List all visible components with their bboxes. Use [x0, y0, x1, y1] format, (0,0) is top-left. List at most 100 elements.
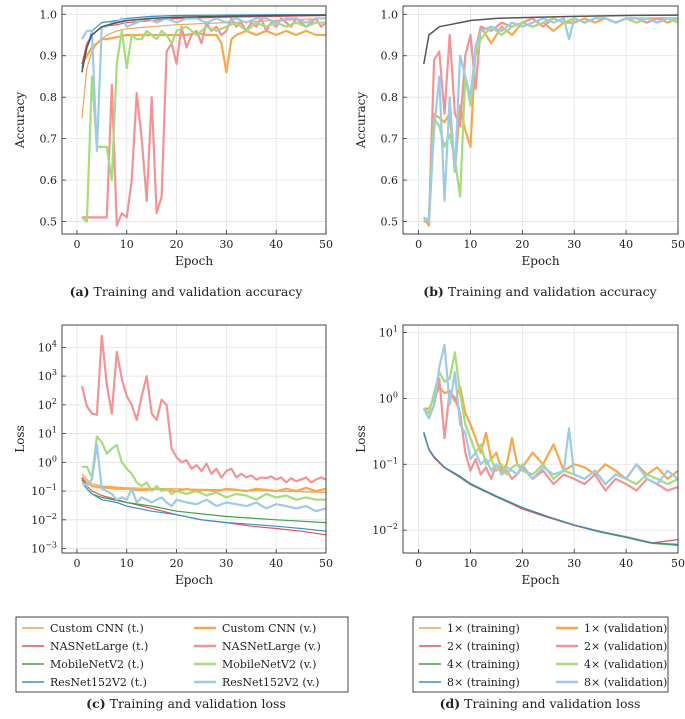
- y-tick-label: 10−2: [31, 512, 57, 527]
- y-axis-label: Accuracy: [13, 92, 27, 149]
- chart-c: 0 10 20 30 40 50 10−3 10−2 10−1 100 101 102 103 104 Ep…: [13, 324, 333, 711]
- x-tick-label: 0: [415, 238, 422, 251]
- plot-frame: [402, 324, 679, 554]
- series-line: [423, 14, 678, 65]
- x-tick-label: 50: [671, 238, 685, 251]
- x-axis-label: Epoch: [175, 573, 213, 587]
- x-tick-label: 10: [120, 238, 134, 251]
- x-tick-label: 20: [170, 557, 184, 570]
- caption-a: (a) Training and validation accuracy: [70, 284, 304, 299]
- x-tick-label: 30: [567, 557, 581, 570]
- y-tick-label: 10−1: [31, 483, 57, 498]
- series-line: [81, 476, 326, 493]
- series-line: [80, 334, 326, 484]
- x-tick-label: 0: [73, 557, 80, 570]
- y-tick-label: 0.8: [381, 91, 399, 104]
- legend-entry: 8× (validation): [556, 676, 667, 689]
- legends: Custom CNN (t.) Custom CNN (v.) NASNetLarg…: [15, 616, 669, 693]
- series-line: [422, 17, 678, 227]
- y-axis-label: Loss: [354, 425, 368, 453]
- legend-entry: 1× (training): [419, 622, 520, 635]
- legend-d: 1× (training) 1× (validation) 2× (training…: [412, 616, 669, 693]
- y-tick-label: 0.5: [40, 216, 58, 229]
- chart-b: 0 10 20 30 40 50 0.5 0.6 0.7 0.8 0.9 1.0 Epoch Accura…: [354, 5, 685, 299]
- legend-entry: 1× (validation): [556, 622, 667, 635]
- legend-entry: NASNetLarge (v.): [194, 640, 321, 653]
- x-tick-label: 30: [567, 238, 581, 251]
- x-tick-label: 20: [515, 238, 529, 251]
- caption-c: (c) Training and validation loss: [86, 696, 286, 711]
- x-tick-label: 20: [170, 238, 184, 251]
- legend-entry: MobileNetV2 (v.): [194, 658, 316, 671]
- y-tick-label: 101: [38, 426, 57, 441]
- y-tick-label: 0.7: [381, 133, 399, 146]
- x-tick-label: 40: [269, 557, 283, 570]
- series-line: [81, 482, 326, 532]
- legend-entry: Custom CNN (t.): [22, 622, 144, 635]
- legend-label: 4× (training): [447, 658, 520, 671]
- legend-entry: ResNet152V2 (t.): [22, 676, 147, 689]
- legend-label: 4× (validation): [584, 658, 667, 671]
- legend-entry: 2× (training): [419, 640, 520, 653]
- y-tick-label: 103: [38, 368, 57, 383]
- legend-label: 1× (training): [447, 622, 520, 635]
- series-group: [422, 343, 678, 547]
- legend-label: 8× (training): [447, 676, 520, 689]
- legend-entry: NASNetLarge (t.): [22, 640, 148, 653]
- x-axis-label: Epoch: [175, 254, 213, 268]
- y-tick-label: 1.0: [381, 8, 399, 21]
- series-group: [422, 14, 678, 227]
- series-line: [81, 17, 326, 227]
- chart-d: 0 10 20 30 40 50 10−2 10−1 100 101 Epoch Loss (d) Tr…: [354, 325, 685, 711]
- y-tick-label: 0.6: [40, 174, 58, 187]
- legend-box: [412, 616, 669, 693]
- legend-label: 2× (training): [447, 640, 520, 653]
- x-tick-label: 10: [120, 557, 134, 570]
- series-line: [81, 435, 326, 501]
- series-line: [81, 21, 326, 223]
- legend-entry: MobileNetV2 (t.): [22, 658, 144, 671]
- caption-b: (b) Training and validation accuracy: [423, 284, 657, 299]
- series-group: [80, 14, 326, 227]
- y-tick-label: 10−1: [372, 456, 398, 471]
- series-line: [423, 17, 678, 223]
- y-axis-label: Accuracy: [354, 92, 368, 149]
- series-line: [81, 14, 326, 73]
- plot-frame: [402, 5, 679, 235]
- series-line: [423, 385, 678, 480]
- plot-frame: [61, 5, 327, 235]
- legend-label: NASNetLarge (v.): [222, 640, 321, 653]
- series-line: [81, 14, 326, 73]
- x-tick-label: 20: [515, 557, 529, 570]
- chart-a: 0 10 20 30 40 50 0.5 0.6 0.7 0.8 0.9 1.0 Epoch Accura…: [13, 5, 333, 299]
- x-tick-label: 0: [415, 557, 422, 570]
- legend-label: Custom CNN (v.): [222, 622, 316, 635]
- legend-entry: 2× (validation): [556, 640, 667, 653]
- legend-entry: 4× (training): [419, 658, 520, 671]
- series-line: [423, 17, 678, 223]
- legend-label: 1× (validation): [584, 622, 667, 635]
- x-tick-label: 0: [73, 238, 80, 251]
- x-tick-label: 40: [269, 238, 283, 251]
- series-line: [81, 443, 326, 513]
- x-tick-label: 40: [619, 238, 633, 251]
- y-tick-label: 0.8: [40, 91, 58, 104]
- y-tick-label: 10−2: [372, 522, 398, 537]
- legend-label: MobileNetV2 (v.): [222, 658, 316, 671]
- y-tick-label: 0.6: [381, 174, 399, 187]
- y-tick-label: 100: [379, 390, 398, 405]
- y-tick-label: 104: [38, 339, 57, 354]
- caption-d: (d) Training and validation loss: [440, 696, 641, 711]
- legend-label: ResNet152V2 (t.): [50, 676, 147, 689]
- x-tick-label: 40: [619, 557, 633, 570]
- series-line: [81, 477, 326, 536]
- x-tick-label: 30: [219, 238, 233, 251]
- y-tick-label: 100: [38, 454, 57, 469]
- y-tick-label: 10−3: [31, 541, 57, 556]
- legend-label: 2× (validation): [584, 640, 667, 653]
- legend-entry: 4× (validation): [556, 658, 667, 671]
- x-axis-label: Epoch: [521, 573, 559, 587]
- plot-frame: [61, 324, 327, 554]
- legend-label: 8× (validation): [584, 676, 667, 689]
